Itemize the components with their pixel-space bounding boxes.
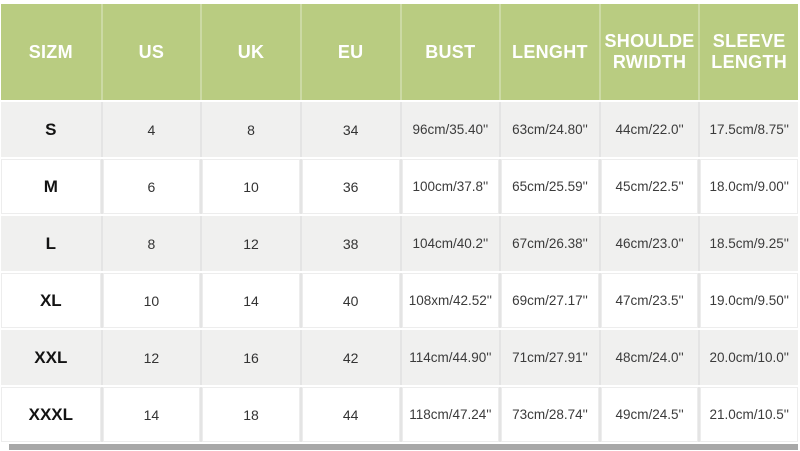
cell-length: 69cm/27.17'' [499,273,599,328]
cell-bust: 104cm/40.2'' [399,216,500,271]
cell-size: XL [1,273,101,328]
cell-sleeve-length: 17.5cm/8.75'' [698,102,798,157]
header-cell-length: LENGHT [499,4,599,100]
cell-size: S [1,102,101,157]
cell-us: 14 [100,387,201,442]
cell-size: XXL [1,330,101,385]
cell-length: 73cm/28.74'' [499,387,599,442]
cell-bust: 96cm/35.40'' [399,102,500,157]
cell-size: M [1,159,101,214]
size-table: SIZM US UK EU BUST LENGHT SHOULDE RWIDTH SLEEVE… [1,4,798,450]
cell-uk: 10 [200,159,300,214]
cell-size: XXXL [1,387,101,442]
table-body: S 4 8 34 96cm/35.40'' 63cm/24.80'' 44cm/22.0''… [1,102,798,442]
cell-length: 67cm/26.38'' [499,216,599,271]
header-cell-shoulder-width: SHOULDE RWIDTH [598,4,699,100]
cell-sleeve-length: 18.0cm/9.00'' [698,159,798,214]
cell-uk: 12 [200,216,300,271]
cell-shoulder-width: 45cm/22.5'' [598,159,699,214]
cell-shoulder-width: 46cm/23.0'' [598,216,699,271]
cell-sleeve-length: 18.5cm/9.25'' [698,216,798,271]
cell-eu: 38 [299,216,400,271]
header-cell-uk: UK [200,4,300,100]
cell-shoulder-width: 49cm/24.5'' [598,387,699,442]
cell-length: 63cm/24.80'' [499,102,599,157]
cell-us: 8 [100,216,201,271]
cell-eu: 42 [299,330,400,385]
cell-sleeve-length: 20.0cm/10.0'' [698,330,798,385]
header-cell-eu: EU [299,4,400,100]
cell-sleeve-length: 19.0cm/9.50'' [698,273,798,328]
table-row-s: S 4 8 34 96cm/35.40'' 63cm/24.80'' 44cm/22.0''… [1,102,798,157]
cell-shoulder-width: 47cm/23.5'' [598,273,699,328]
cell-size: L [1,216,101,271]
cell-eu: 40 [299,273,400,328]
header-cell-sleeve-length: SLEEVE LENGTH [698,4,798,100]
table-row-xxxl: XXXL 14 18 44 118cm/47.24'' 73cm/28.74'' 49cm/… [1,387,798,442]
cell-bust: 114cm/44.90'' [399,330,500,385]
cell-us: 4 [100,102,201,157]
cell-uk: 18 [200,387,300,442]
cell-length: 65cm/25.59'' [499,159,599,214]
cell-bust: 108xm/42.52'' [399,273,500,328]
cell-sleeve-length: 21.0cm/10.5'' [698,387,798,442]
cell-uk: 16 [200,330,300,385]
cell-length: 71cm/27.91'' [499,330,599,385]
cell-shoulder-width: 44cm/22.0'' [598,102,699,157]
cell-bust: 100cm/37.8'' [399,159,500,214]
table-row-l: L 8 12 38 104cm/40.2'' 67cm/26.38'' 46cm/23.0'… [1,216,798,271]
header-cell-us: US [100,4,201,100]
cell-us: 12 [100,330,201,385]
cell-eu: 44 [299,387,400,442]
cell-us: 6 [100,159,201,214]
table-header-row: SIZM US UK EU BUST LENGHT SHOULDE RWIDTH SLEEVE… [1,4,798,100]
cell-shoulder-width: 48cm/24.0'' [598,330,699,385]
table-row-m: M 6 10 36 100cm/37.8'' 65cm/25.59'' 45cm/22.5'… [1,159,798,214]
bottom-shadow-bar [9,444,798,450]
cell-eu: 36 [299,159,400,214]
cell-uk: 8 [200,102,300,157]
table-row-xxl: XXL 12 16 42 114cm/44.90'' 71cm/27.91'' 48cm/2… [1,330,798,385]
table-row-xl: XL 10 14 40 108xm/42.52'' 69cm/27.17'' 47cm/23… [1,273,798,328]
cell-eu: 34 [299,102,400,157]
cell-bust: 118cm/47.24'' [399,387,500,442]
cell-uk: 14 [200,273,300,328]
header-cell-size: SIZM [28,41,73,62]
cell-us: 10 [100,273,201,328]
header-cell-bust: BUST [399,4,500,100]
